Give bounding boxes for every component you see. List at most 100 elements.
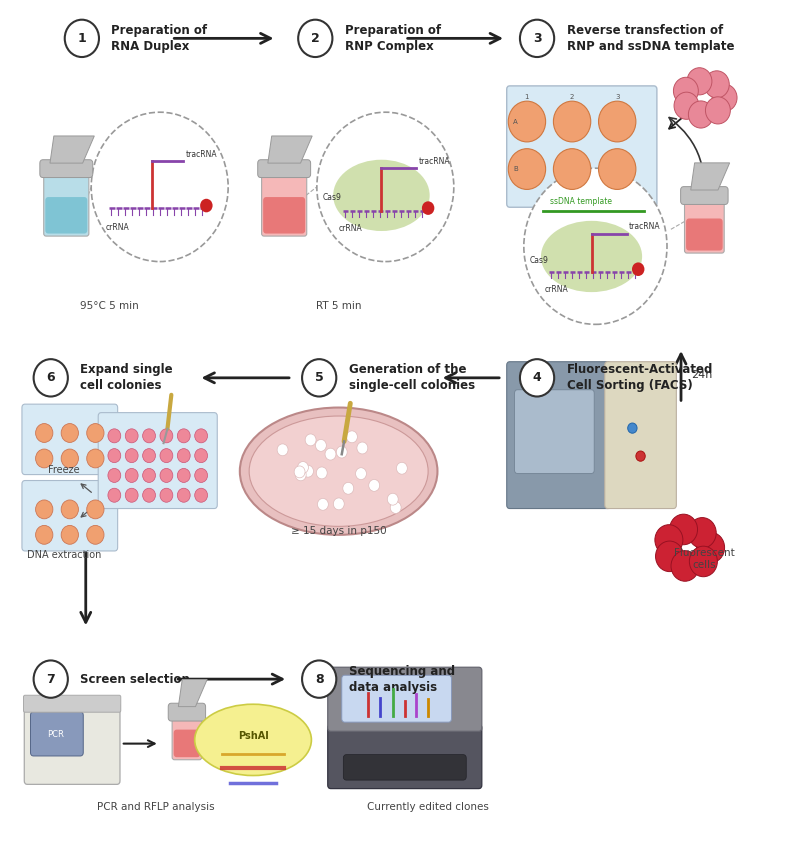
Circle shape	[704, 71, 729, 98]
Ellipse shape	[240, 408, 437, 535]
FancyBboxPatch shape	[30, 712, 83, 756]
Text: ≥ 15 days in p150: ≥ 15 days in p150	[291, 527, 387, 536]
Circle shape	[125, 469, 138, 482]
FancyBboxPatch shape	[515, 390, 594, 474]
Text: crRNA: crRNA	[338, 224, 362, 233]
Circle shape	[356, 468, 367, 480]
FancyBboxPatch shape	[684, 191, 724, 253]
Text: Currently edited clones: Currently edited clones	[367, 802, 489, 812]
Circle shape	[36, 449, 53, 468]
Text: 3: 3	[533, 32, 542, 45]
Circle shape	[277, 444, 288, 456]
FancyBboxPatch shape	[328, 725, 482, 789]
Circle shape	[508, 149, 545, 190]
FancyBboxPatch shape	[507, 362, 611, 508]
Polygon shape	[691, 163, 730, 190]
FancyBboxPatch shape	[98, 412, 218, 508]
Text: Preparation of
RNP Complex: Preparation of RNP Complex	[345, 24, 441, 53]
Circle shape	[36, 526, 53, 544]
Text: 1: 1	[78, 32, 87, 45]
Text: 8: 8	[315, 673, 323, 686]
Text: tracRNA: tracRNA	[629, 222, 661, 231]
Circle shape	[108, 469, 121, 482]
Circle shape	[195, 469, 207, 482]
Circle shape	[655, 525, 683, 555]
Circle shape	[91, 113, 228, 262]
Text: Fluorescent
cells: Fluorescent cells	[674, 547, 734, 570]
Circle shape	[508, 101, 545, 142]
Circle shape	[315, 439, 326, 451]
Circle shape	[125, 449, 138, 462]
Circle shape	[61, 449, 79, 468]
Circle shape	[125, 488, 138, 502]
Circle shape	[712, 84, 737, 112]
Circle shape	[87, 526, 104, 544]
Circle shape	[599, 149, 636, 190]
Circle shape	[87, 500, 104, 519]
Circle shape	[177, 469, 191, 482]
Circle shape	[160, 429, 173, 443]
FancyBboxPatch shape	[45, 197, 87, 234]
Circle shape	[305, 434, 316, 446]
Text: PCR: PCR	[47, 730, 64, 740]
Circle shape	[125, 429, 138, 443]
Text: Cas9: Cas9	[530, 256, 548, 265]
FancyBboxPatch shape	[686, 218, 723, 250]
Circle shape	[632, 262, 645, 276]
Circle shape	[671, 551, 699, 581]
FancyBboxPatch shape	[25, 703, 120, 785]
Circle shape	[422, 201, 434, 215]
Circle shape	[160, 469, 173, 482]
Circle shape	[33, 661, 67, 698]
Ellipse shape	[195, 704, 311, 776]
Circle shape	[302, 661, 337, 698]
Circle shape	[553, 101, 591, 142]
Circle shape	[705, 97, 730, 124]
Text: ssDNA template: ssDNA template	[550, 197, 612, 205]
Circle shape	[108, 449, 121, 462]
Circle shape	[160, 449, 173, 462]
Circle shape	[177, 429, 191, 443]
FancyBboxPatch shape	[263, 197, 305, 234]
Polygon shape	[268, 136, 312, 163]
Circle shape	[520, 359, 554, 397]
Text: crRNA: crRNA	[105, 223, 129, 232]
Circle shape	[298, 462, 308, 474]
Text: RT 5 min: RT 5 min	[316, 301, 361, 312]
Circle shape	[673, 77, 699, 105]
Circle shape	[143, 449, 156, 462]
Text: crRNA: crRNA	[545, 285, 569, 294]
Text: B: B	[513, 166, 518, 172]
Circle shape	[295, 469, 306, 481]
Circle shape	[36, 423, 53, 443]
FancyBboxPatch shape	[172, 708, 202, 759]
FancyBboxPatch shape	[343, 754, 466, 780]
Circle shape	[674, 92, 699, 120]
Circle shape	[636, 451, 646, 462]
Polygon shape	[50, 136, 94, 163]
FancyBboxPatch shape	[261, 165, 306, 236]
Text: PCR and RFLP analysis: PCR and RFLP analysis	[97, 802, 214, 812]
Text: Generation of the
single-cell colonies: Generation of the single-cell colonies	[349, 364, 475, 392]
Text: Expand single
cell colonies: Expand single cell colonies	[80, 364, 173, 392]
Circle shape	[87, 423, 104, 443]
Circle shape	[346, 431, 357, 443]
Circle shape	[390, 501, 401, 514]
FancyBboxPatch shape	[168, 703, 206, 721]
Circle shape	[65, 20, 99, 57]
Text: 2: 2	[570, 94, 574, 100]
Circle shape	[368, 480, 380, 491]
Text: tracRNA: tracRNA	[418, 157, 450, 165]
Text: 24h: 24h	[691, 371, 712, 380]
Text: 1: 1	[525, 94, 529, 100]
FancyBboxPatch shape	[341, 675, 452, 722]
Circle shape	[317, 113, 454, 262]
Circle shape	[177, 488, 191, 502]
Circle shape	[33, 359, 67, 397]
Circle shape	[357, 442, 368, 454]
FancyBboxPatch shape	[328, 667, 482, 731]
Circle shape	[669, 514, 698, 545]
Text: Sequencing and
data analysis: Sequencing and data analysis	[349, 664, 455, 694]
Circle shape	[688, 101, 713, 128]
Text: Cas9: Cas9	[323, 193, 342, 202]
